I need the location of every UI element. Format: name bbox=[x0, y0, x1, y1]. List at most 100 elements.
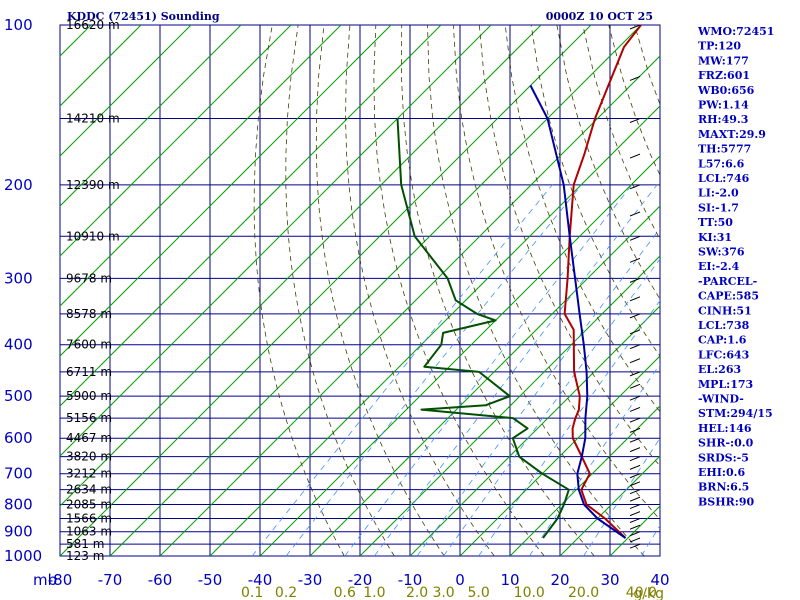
index-value: FRZ:601 bbox=[698, 69, 750, 82]
temperature-tick-label: -50 bbox=[198, 571, 223, 589]
mixing-ratio-tick-label: 40.0 bbox=[626, 585, 657, 600]
pressure-tick-label: 400 bbox=[4, 336, 33, 354]
index-value: BSHR:90 bbox=[698, 495, 754, 508]
wind-barb bbox=[629, 496, 641, 502]
index-value: RH:49.3 bbox=[698, 113, 748, 126]
dewpoint-trace bbox=[396, 118, 570, 539]
height-label: 123 m bbox=[66, 549, 104, 563]
isotherm-line bbox=[760, 25, 800, 556]
wind-barb bbox=[629, 153, 641, 159]
mixing-ratio-tick-label: 3.0 bbox=[432, 585, 454, 600]
height-label: 5156 m bbox=[66, 411, 112, 425]
height-label: 1566 m bbox=[66, 512, 112, 526]
index-value: SRDS:-5 bbox=[698, 451, 749, 464]
index-value: L57:6.6 bbox=[698, 157, 745, 170]
mixing-ratio-line bbox=[344, 184, 633, 556]
wind-barb bbox=[629, 383, 641, 389]
temperature-tick-label: 30 bbox=[600, 571, 619, 589]
height-label: 14210 m bbox=[66, 112, 120, 126]
index-value: TP:120 bbox=[698, 40, 741, 53]
wind-barb bbox=[629, 524, 641, 530]
wind-barb bbox=[629, 456, 641, 462]
mixing-ratio-tick-label: 20.0 bbox=[568, 585, 599, 600]
index-value: MAXT:29.9 bbox=[698, 128, 766, 141]
index-value: SHR-:0.0 bbox=[698, 437, 754, 450]
index-value: -WIND- bbox=[698, 393, 744, 406]
index-value: HEL:146 bbox=[698, 422, 752, 435]
index-value: MW:177 bbox=[698, 54, 749, 67]
valid-time: 0000Z 10 OCT 25 bbox=[546, 10, 653, 23]
index-value: EHI:0.6 bbox=[698, 466, 745, 479]
height-label: 4467 m bbox=[66, 431, 112, 445]
mixing-ratio-line bbox=[285, 184, 582, 556]
index-value: LI:-2.0 bbox=[698, 187, 739, 200]
dry-adiabat-line bbox=[790, 25, 800, 556]
sounding-traces bbox=[396, 25, 642, 539]
height-label: 9678 m bbox=[66, 271, 112, 285]
isotherm-line bbox=[259, 155, 660, 556]
height-label: 5900 m bbox=[66, 389, 112, 403]
dry-adiabat-line bbox=[253, 25, 345, 556]
mixing-ratio-line bbox=[416, 227, 660, 556]
wind-barb bbox=[629, 406, 641, 412]
wind-barb bbox=[629, 464, 641, 470]
pressure-temperature-grid bbox=[59, 24, 661, 557]
dry-adiabat-line bbox=[345, 25, 495, 556]
dry-adiabat-line bbox=[453, 25, 660, 521]
dry-adiabat-line bbox=[556, 25, 660, 300]
index-value: EL:263 bbox=[698, 363, 741, 376]
isotherm-line bbox=[60, 25, 592, 556]
temperature-tick-label: 20 bbox=[550, 571, 569, 589]
isotherm-line bbox=[409, 305, 660, 556]
isotherm-line bbox=[60, 25, 492, 457]
pressure-tick-label: 600 bbox=[4, 429, 33, 447]
index-value: CAPE:585 bbox=[698, 290, 759, 303]
height-label: 1063 m bbox=[66, 525, 112, 539]
index-value: -PARCEL- bbox=[698, 275, 757, 288]
mixing-ratio-tick-label: 2.0 bbox=[406, 585, 428, 600]
index-value: CAP:1.6 bbox=[698, 334, 747, 347]
pressure-tick-label: 800 bbox=[4, 496, 33, 514]
temperature-tick-label: 40 bbox=[650, 571, 669, 589]
wind-barb bbox=[629, 344, 641, 350]
wind-barb bbox=[629, 518, 641, 523]
wind-barb bbox=[629, 329, 641, 335]
index-value: SI:-1.7 bbox=[698, 201, 739, 214]
temperature-trace bbox=[563, 25, 642, 539]
wind-barb bbox=[629, 313, 641, 319]
thermodynamic-background bbox=[60, 25, 800, 556]
height-label: 10910 m bbox=[66, 229, 120, 243]
index-value: TT:50 bbox=[698, 216, 733, 229]
mixing-ratio-line bbox=[374, 184, 658, 556]
isotherm-line bbox=[359, 255, 660, 556]
pressure-tick-label: 700 bbox=[4, 465, 33, 483]
index-value: WMO:72451 bbox=[697, 25, 774, 38]
height-label: 8578 m bbox=[66, 307, 112, 321]
isotherm-line bbox=[559, 455, 660, 556]
index-value: EI:-2.4 bbox=[698, 260, 740, 273]
mixing-ratio-tick-label: 0.1 bbox=[241, 585, 263, 600]
mixing-ratio-tick-label: 0.6 bbox=[334, 585, 356, 600]
isotherm-line bbox=[459, 355, 660, 556]
isotherm-line bbox=[60, 25, 242, 207]
index-value: SW:376 bbox=[698, 246, 745, 259]
index-value: KI:31 bbox=[698, 231, 732, 244]
index-value: LCL:738 bbox=[698, 319, 750, 332]
pressure-tick-label: 1000 bbox=[4, 547, 42, 565]
wind-barb bbox=[629, 504, 641, 510]
mixing-ratio-line bbox=[478, 299, 660, 556]
height-label: 581 m bbox=[66, 537, 104, 551]
dry-adiabat-line bbox=[582, 25, 660, 240]
temperature-tick-label: -80 bbox=[48, 571, 73, 589]
wind-barb bbox=[629, 75, 641, 81]
wind-barb bbox=[629, 24, 641, 30]
wind-barb bbox=[629, 118, 641, 123]
wind-barb bbox=[629, 531, 641, 537]
temperature-tick-label: -70 bbox=[98, 571, 123, 589]
height-label: 12390 m bbox=[66, 178, 120, 192]
index-value: STM:294/15 bbox=[698, 407, 773, 420]
mixing-ratio-tick-label: 5.0 bbox=[467, 585, 489, 600]
wind-barb bbox=[629, 235, 641, 241]
